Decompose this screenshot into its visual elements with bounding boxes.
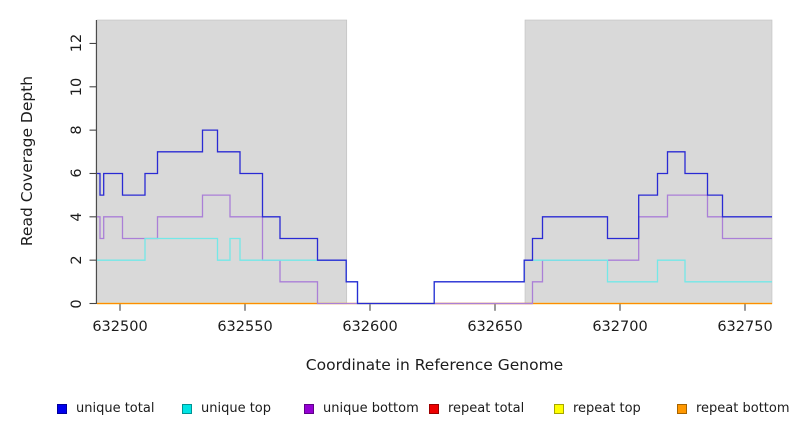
y-tick-label: 8 (69, 125, 85, 135)
x-tick-label: 632750 (717, 319, 773, 335)
y-tick-label: 12 (69, 34, 85, 53)
legend-item-unique-total: unique total (57, 401, 154, 416)
y-tick-label: 6 (69, 168, 85, 179)
legend-swatch-icon (429, 403, 439, 414)
x-tick-label: 632500 (92, 319, 148, 335)
y-tick-label: 10 (69, 77, 85, 97)
legend-swatch-icon (182, 403, 192, 414)
legend-item-repeat-bottom: repeat bottom (677, 401, 790, 416)
legend-swatch-icon (677, 403, 687, 414)
legend-label: repeat top (573, 401, 641, 416)
legend-label: repeat total (448, 401, 525, 416)
shaded-region-0 (96, 19, 348, 305)
legend-item-repeat-total: repeat total (429, 401, 524, 416)
legend-swatch-icon (554, 403, 564, 414)
series-unique-bottom (97, 194, 772, 305)
shaded-region-1 (524, 19, 773, 305)
x-tick-label: 632700 (592, 319, 648, 335)
x-tick-label: 632600 (342, 319, 398, 335)
legend-item-repeat-top: repeat top (554, 401, 641, 416)
legend-label: unique bottom (323, 401, 419, 416)
x-axis-title: Coordinate in Reference Genome (305, 356, 564, 374)
legend-swatch-icon (57, 403, 67, 414)
legend-item-unique-bottom: unique bottom (304, 401, 419, 416)
y-tick-label: 4 (69, 212, 85, 222)
y-tick-label: 2 (69, 255, 85, 265)
legend-label: repeat bottom (696, 401, 790, 416)
legend-item-unique-top: unique top (182, 401, 271, 416)
x-tick-label: 632550 (217, 319, 273, 335)
legend-swatch-icon (304, 403, 314, 414)
legend-label: unique top (201, 401, 272, 416)
y-axis-title: Read Coverage Depth (18, 75, 36, 247)
legend-label: unique total (76, 401, 155, 416)
y-tick-label: 0 (69, 298, 85, 309)
series-unique-total (97, 129, 772, 305)
x-tick-label: 632650 (467, 319, 523, 335)
